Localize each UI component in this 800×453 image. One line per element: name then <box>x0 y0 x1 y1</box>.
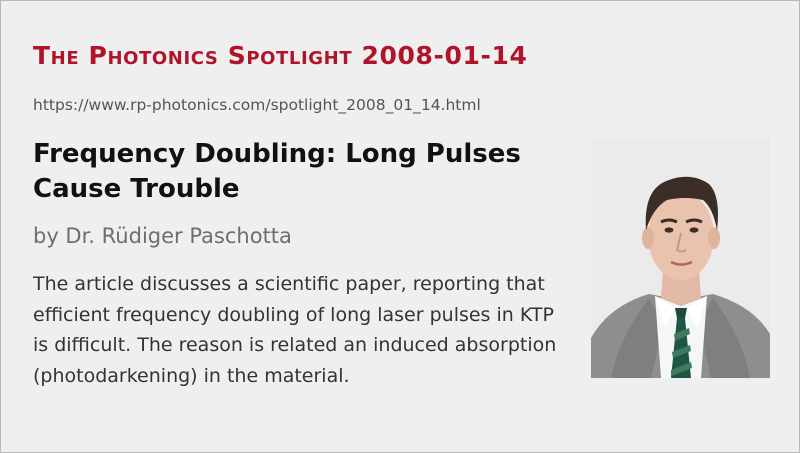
author-photo <box>591 138 770 378</box>
page-url[interactable]: https://www.rp-photonics.com/spotlight_2… <box>33 96 481 114</box>
author-byline: by Dr. Rüdiger Paschotta <box>33 224 292 248</box>
article-summary: The article discusses a scientific paper… <box>33 273 557 387</box>
article-title: Frequency Doubling: Long Pulses Cause Tr… <box>33 139 521 204</box>
series-title: The Photonics Spotlight 2008-01-14 <box>33 41 528 70</box>
